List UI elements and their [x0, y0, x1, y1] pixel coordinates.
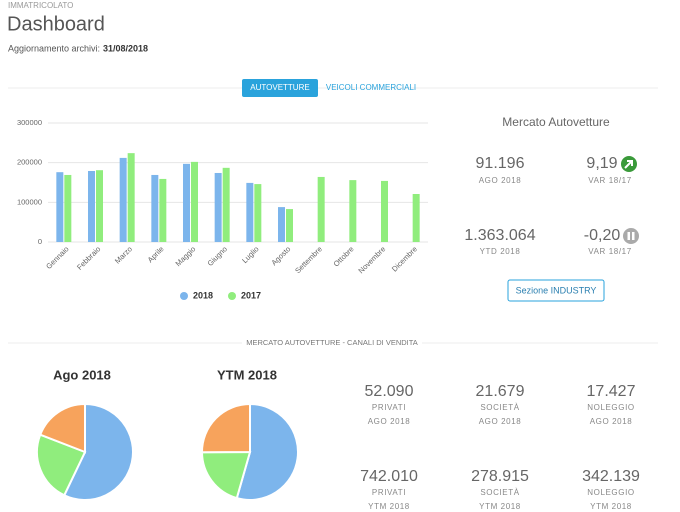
x-tick-label: Febbraio [75, 244, 102, 271]
stat-value: 17.427 [587, 383, 636, 400]
x-tick-label: Aprile [146, 244, 166, 264]
stat-value: 742.010 [360, 468, 418, 485]
pie-slice [36, 433, 87, 497]
stat-period: YTM 2018 [479, 502, 521, 511]
bar [183, 163, 190, 242]
stat-label: VAR 18/17 [588, 176, 632, 185]
legend-marker [180, 292, 188, 300]
stat-label: NOLEGGIO [587, 488, 634, 497]
pie-slice [200, 450, 252, 500]
x-tick-label: Giugno [206, 244, 229, 267]
tab-active[interactable] [242, 79, 318, 97]
pie-slice [201, 402, 251, 454]
stat-period: YTM 2018 [368, 502, 410, 511]
pie-title: YTM 2018 [217, 367, 277, 382]
x-tick-label: Luglio [240, 244, 261, 265]
stat-period: AGO 2018 [368, 417, 411, 426]
bar [88, 170, 95, 242]
bar [191, 161, 198, 242]
pie-slice [38, 402, 86, 454]
stat-label: YTD 2018 [480, 247, 521, 256]
section-label: IMMATRICOLATO [8, 1, 73, 10]
bar [64, 174, 72, 242]
stat-label: PRIVATI [372, 403, 406, 412]
stat-value: 278.915 [471, 468, 529, 485]
stat-value: 342.139 [582, 468, 640, 485]
tab-label[interactable]: VEICOLI COMMERCIALI [326, 83, 416, 92]
stat-value: 91.196 [476, 155, 525, 172]
bar [381, 180, 388, 242]
stat-label: AGO 2018 [479, 176, 522, 185]
tab-label[interactable]: AUTOVETTURE [250, 83, 309, 92]
stat-period: AGO 2018 [590, 417, 633, 426]
bar [286, 209, 293, 242]
bar [119, 157, 127, 242]
page-title: Dashboard [7, 13, 105, 35]
bar [278, 207, 285, 242]
stat-value: -0,20 [584, 227, 621, 244]
bar [127, 153, 135, 242]
stat-label: SOCIETÀ [480, 488, 519, 497]
up-icon [621, 156, 637, 172]
y-tick-label: 100000 [17, 197, 42, 206]
bar [96, 170, 103, 242]
x-tick-label: Ottobre [332, 244, 356, 268]
x-tick-label: Marzo [113, 244, 134, 265]
x-tick-label: Novembre [356, 244, 387, 275]
x-tick-label: Dicembre [390, 244, 419, 273]
bar [151, 174, 159, 242]
button-label[interactable]: Sezione INDUSTRY [516, 285, 597, 295]
stat-value: 9,19 [586, 155, 617, 172]
pie-title: Ago 2018 [53, 367, 111, 382]
x-tick-label: Settembre [293, 244, 324, 275]
stat-label: VAR 18/17 [588, 247, 632, 256]
section-title: MERCATO AUTOVETTURE - CANALI DI VENDITA [246, 338, 418, 347]
x-tick-label: Agosto [269, 244, 292, 267]
y-tick-label: 300000 [17, 118, 42, 127]
title-backdrop [242, 336, 422, 350]
bar [214, 172, 222, 242]
stat-period: YTM 2018 [590, 502, 632, 511]
update-date: 31/08/2018 [103, 43, 148, 53]
bar [349, 180, 357, 242]
industry-button[interactable] [507, 279, 605, 302]
bar [159, 178, 167, 242]
bar [246, 182, 254, 242]
legend-label: 2018 [193, 290, 213, 300]
stat-value: 52.090 [365, 383, 414, 400]
x-tick-label: Gennaio [44, 244, 70, 270]
bar [222, 167, 230, 242]
bar [317, 176, 325, 242]
bar [412, 194, 420, 242]
stat-label: PRIVATI [372, 488, 406, 497]
y-tick-label: 0 [38, 237, 42, 246]
stat-period: AGO 2018 [479, 417, 522, 426]
pie-slice [62, 402, 134, 501]
pie-slice [235, 402, 299, 501]
y-tick-label: 200000 [17, 158, 42, 167]
stat-value: 21.679 [476, 383, 525, 400]
x-tick-label: Maggio [174, 244, 198, 268]
stat-label: SOCIETÀ [480, 403, 519, 412]
bar [254, 184, 262, 242]
bar [56, 172, 64, 242]
market-title: Mercato Autovetture [502, 115, 610, 129]
stat-label: NOLEGGIO [587, 403, 634, 412]
stat-value: 1.363.064 [464, 227, 535, 244]
legend-marker [228, 292, 236, 300]
legend-label: 2017 [241, 290, 261, 300]
stable-icon [623, 228, 639, 244]
update-label: Aggiornamento archivi: [8, 43, 100, 53]
